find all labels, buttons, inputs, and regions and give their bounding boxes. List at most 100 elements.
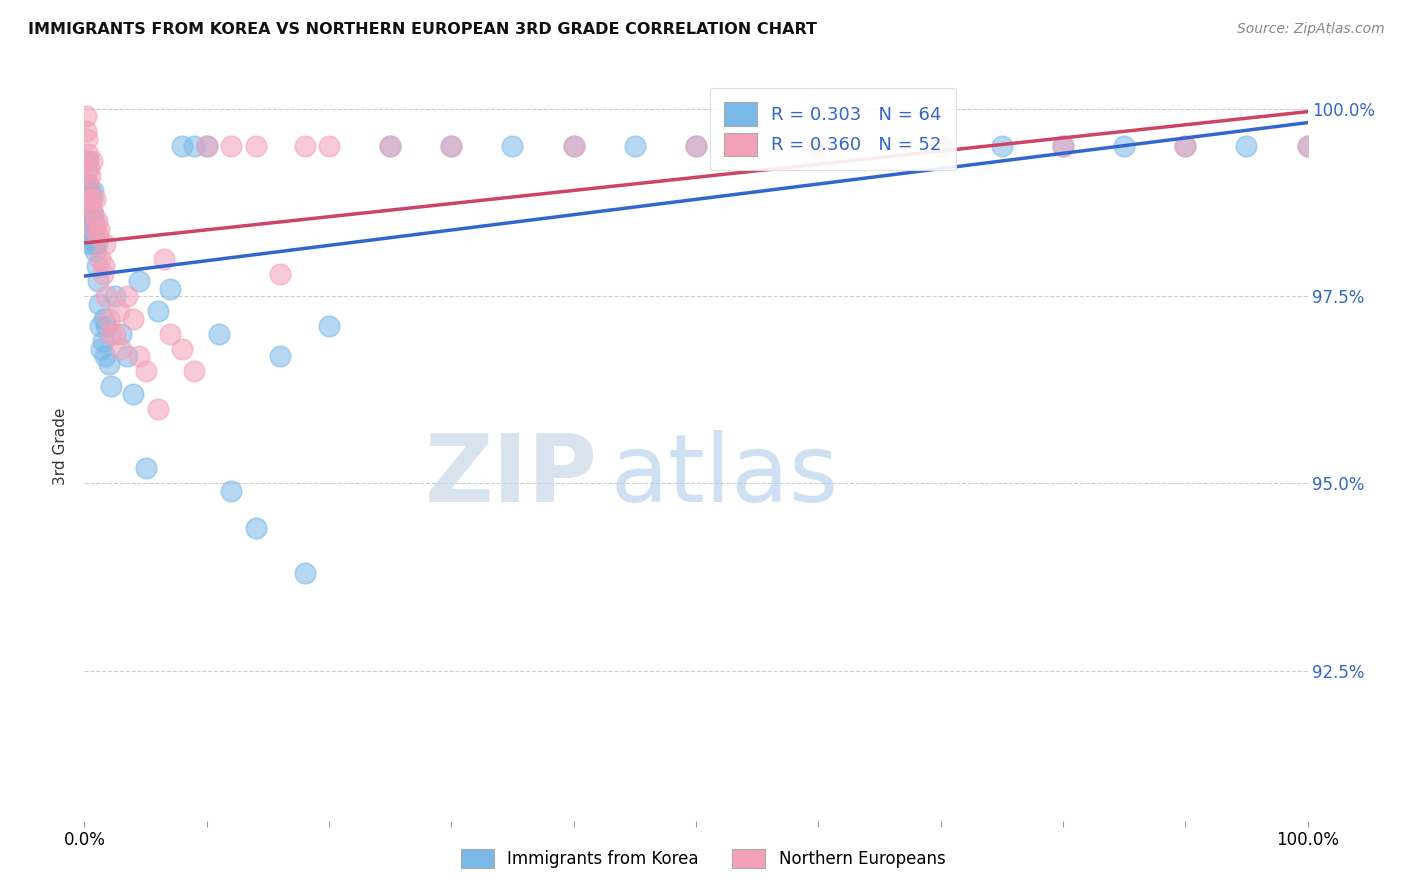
Point [89,252,111,266]
Point [502,139,524,153]
Point [1174,139,1197,153]
Point [75,177,97,191]
Point [1174,139,1197,153]
Point [440,139,463,153]
Point [79,236,101,251]
Point [82,184,104,198]
Point [208,326,231,341]
Point [245,521,267,535]
Point [94,236,117,251]
Point [122,311,145,326]
Point [294,566,316,581]
Point [77,177,100,191]
Point [76,192,98,206]
Point [807,139,830,153]
Point [110,326,132,341]
Point [83,236,105,251]
Point [172,139,194,153]
Point [83,221,105,235]
Point [135,364,157,378]
Point [1236,139,1258,153]
Point [77,161,100,176]
Point [82,207,104,221]
Point [104,326,127,341]
Point [245,139,267,153]
Point [75,154,97,169]
Point [195,139,218,153]
Point [380,139,402,153]
Point [100,326,122,341]
Point [77,154,100,169]
Point [96,289,118,303]
Point [82,207,104,221]
Point [115,289,138,303]
Text: ZIP: ZIP [425,430,598,522]
Point [76,161,98,176]
Point [128,274,150,288]
Point [87,221,110,235]
Point [75,124,97,138]
Point [100,379,122,393]
Point [269,267,291,281]
Text: Source: ZipAtlas.com: Source: ZipAtlas.com [1237,22,1385,37]
Point [128,349,150,363]
Point [110,342,132,356]
Point [84,192,107,206]
Point [122,386,145,401]
Point [77,177,100,191]
Point [1296,139,1319,153]
Point [1052,139,1074,153]
Point [318,319,340,334]
Point [86,236,108,251]
Point [159,282,181,296]
Legend: R = 0.303   N = 64, R = 0.360   N = 52: R = 0.303 N = 64, R = 0.360 N = 52 [710,88,956,170]
Point [440,139,463,153]
Point [77,192,100,206]
Point [82,229,104,244]
Point [929,139,952,153]
Point [380,139,402,153]
Point [80,221,103,235]
Point [807,139,830,153]
Point [183,139,205,153]
Point [1114,139,1136,153]
Point [84,244,107,259]
Point [77,192,100,206]
Point [97,311,120,326]
Point [86,259,108,273]
Point [96,319,118,334]
Point [77,207,100,221]
Point [219,139,242,153]
Point [991,139,1014,153]
Point [562,139,585,153]
Point [79,199,101,213]
Point [685,139,707,153]
Point [146,304,169,318]
Point [1052,139,1074,153]
Point [80,154,103,169]
Point [79,169,101,184]
Point [146,401,169,416]
Point [91,334,114,348]
Point [1296,139,1319,153]
Point [83,214,105,228]
Point [929,139,952,153]
Point [624,139,647,153]
Point [89,319,111,334]
Point [685,139,707,153]
Point [115,349,138,363]
Point [79,207,101,221]
Point [77,146,100,161]
Point [79,184,101,198]
Point [153,252,176,266]
Point [91,267,114,281]
Point [104,289,127,303]
Point [77,214,100,228]
Point [87,296,110,310]
Point [294,139,316,153]
Point [219,483,242,498]
Point [87,274,110,288]
Point [269,349,291,363]
Point [107,304,129,318]
Point [75,109,97,123]
